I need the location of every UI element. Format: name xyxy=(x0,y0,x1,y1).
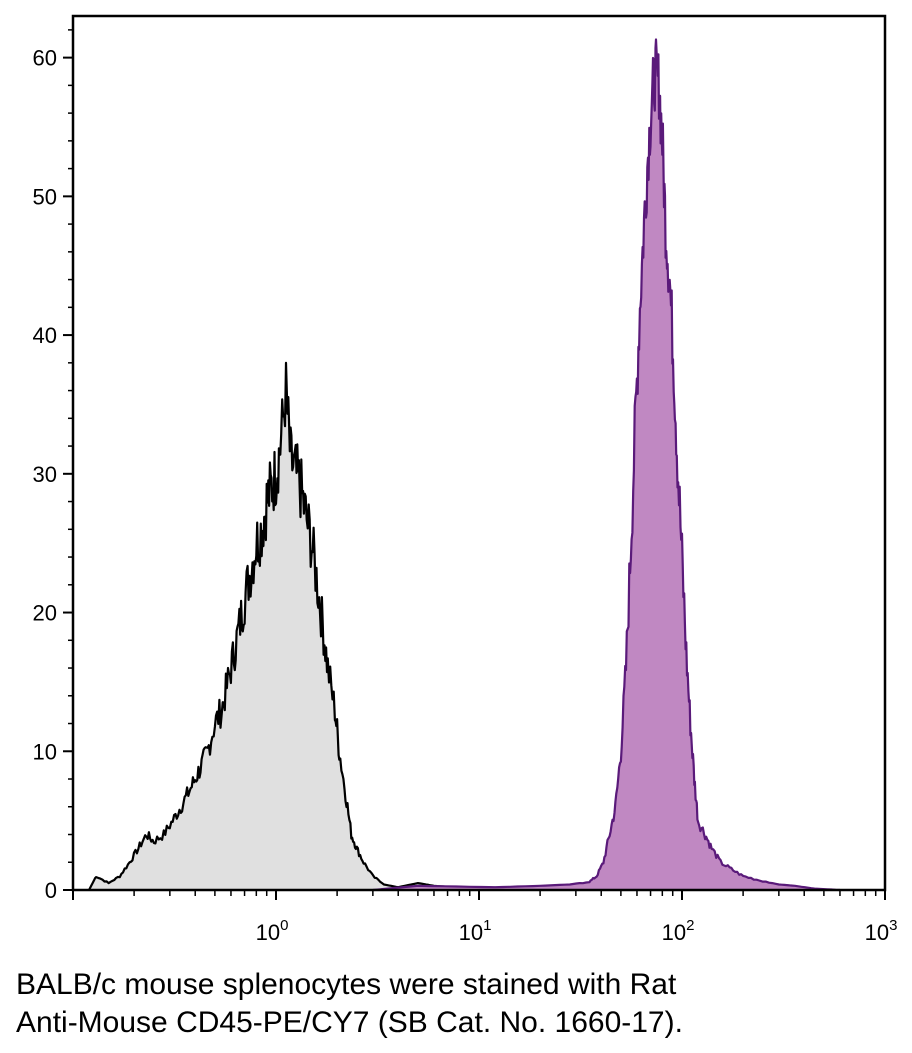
x-tick-label: 101 xyxy=(459,917,492,945)
y-tick-label: 0 xyxy=(45,878,57,903)
series-0-line xyxy=(88,361,470,892)
y-axis: 0 10 20 30 40 50 60 xyxy=(33,29,73,903)
x-axis: 100 101 102 103 xyxy=(72,890,898,945)
y-tick-label: 20 xyxy=(33,601,57,626)
figure-caption: BALB/c mouse splenocytes were stained wi… xyxy=(16,966,896,1042)
y-tick-label: 60 xyxy=(33,46,57,71)
x-tick-label: 103 xyxy=(865,917,898,945)
series-0-fill xyxy=(89,362,470,890)
y-tick-label: 30 xyxy=(33,462,57,487)
y-tick-label: 50 xyxy=(33,184,57,209)
series-layer xyxy=(88,38,841,892)
caption-line-1: BALB/c mouse splenocytes were stained wi… xyxy=(16,968,677,1001)
y-tick-label: 40 xyxy=(33,323,57,348)
plot-frame xyxy=(71,14,887,892)
series-1-line xyxy=(372,38,841,892)
x-tick-label: 102 xyxy=(662,917,695,945)
caption-line-2: Anti-Mouse CD45-PE/CY7 (SB Cat. No. 1660… xyxy=(16,1006,683,1039)
histogram-chart: 0 10 20 30 40 50 60 100 101 102 103 xyxy=(33,14,898,945)
x-tick-label: 100 xyxy=(256,917,289,945)
y-tick-label: 10 xyxy=(33,739,57,764)
series-1-fill xyxy=(372,39,840,890)
